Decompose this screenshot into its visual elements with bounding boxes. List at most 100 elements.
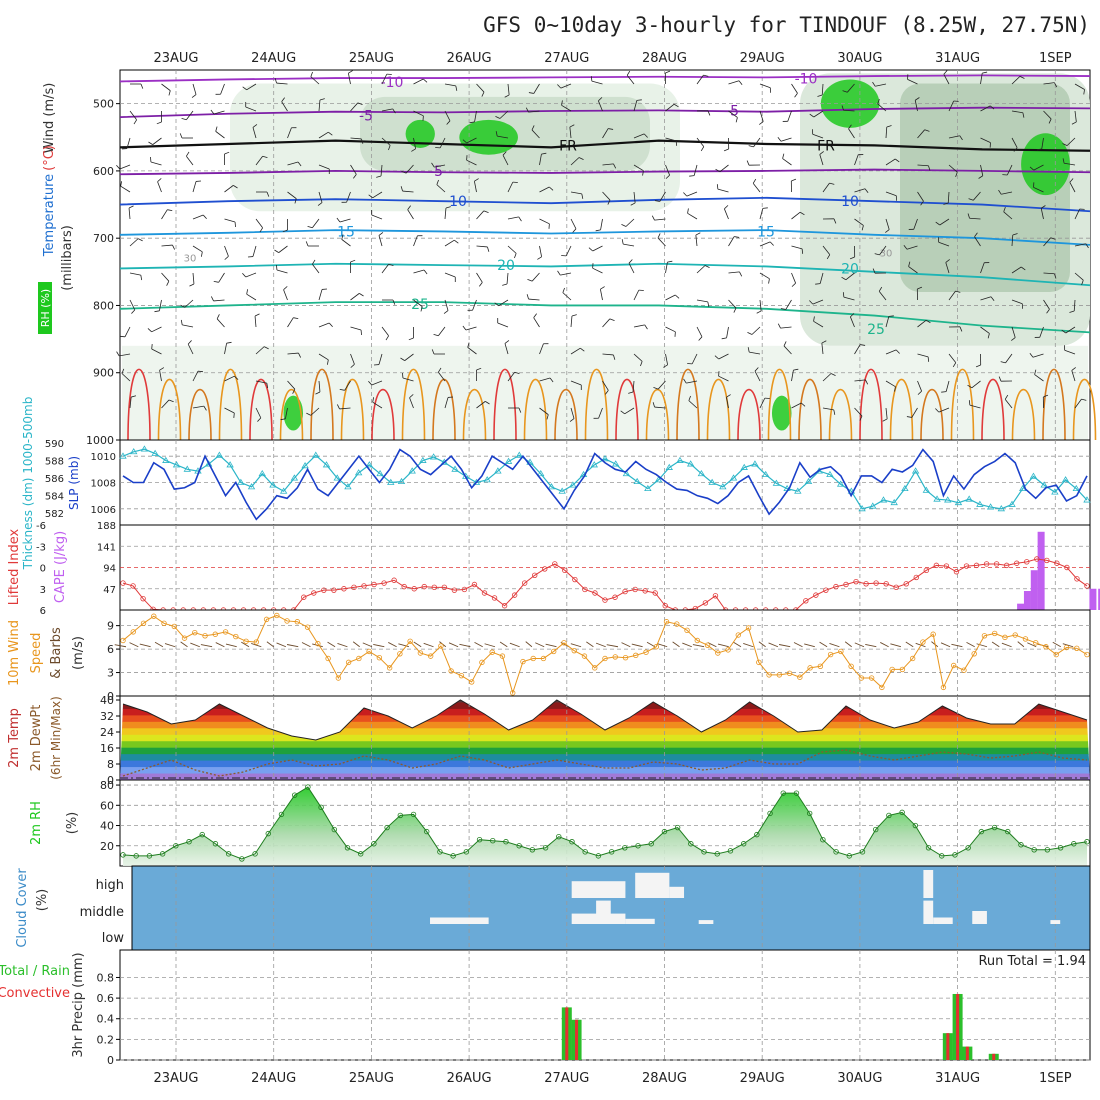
precip-convective-bar xyxy=(992,1053,996,1060)
lifted-index-line-marker xyxy=(1044,557,1050,564)
cloud-block xyxy=(1050,920,1061,924)
wind-barb-10m xyxy=(362,642,373,648)
wind-barb xyxy=(885,316,890,328)
wind-barb xyxy=(129,299,136,311)
wind-barb-10m xyxy=(1017,641,1025,648)
lifted-index-line-marker xyxy=(491,595,498,601)
rh-legend-label: RH (%) xyxy=(39,289,52,327)
wind-barb-flag xyxy=(518,407,522,413)
precip-legend-total: Total / Rain xyxy=(0,964,70,979)
wind-barb-flag xyxy=(687,208,689,214)
cape-tick-label: 141 xyxy=(97,542,116,553)
wind-barb xyxy=(318,131,329,139)
wind-barb-flag xyxy=(935,408,940,413)
warm-contour xyxy=(737,389,761,441)
lifted-index-line-marker xyxy=(652,590,658,596)
wind-barb xyxy=(822,407,834,411)
wind-barb-flag xyxy=(859,415,863,421)
wind-speed-line-marker xyxy=(735,632,742,638)
wind-barb-10m xyxy=(829,642,840,648)
wind-barb-10m xyxy=(890,643,902,648)
wind-speed-line-marker xyxy=(294,619,301,625)
wind-barb xyxy=(350,326,362,331)
wind-speed-line-marker xyxy=(1033,640,1039,646)
isotherm-label: -5 xyxy=(725,103,739,119)
thickness-line-marker xyxy=(622,469,631,477)
y-tick-label: 0 xyxy=(107,690,114,703)
wind-barb xyxy=(129,272,141,276)
wind-barb-flag xyxy=(590,76,593,82)
wind-barb-10m xyxy=(327,641,336,648)
wind-barb xyxy=(287,191,297,199)
wind-barb xyxy=(561,104,572,112)
wind-barb-flag xyxy=(746,160,750,166)
wind-barb xyxy=(945,380,950,392)
thickness-line-marker xyxy=(472,478,481,485)
wind-barb xyxy=(1043,237,1052,247)
wind-barb-flag xyxy=(1034,369,1037,375)
isotherm-label: 10 xyxy=(449,194,467,210)
wind-barb xyxy=(350,164,357,175)
wind-barb-flag xyxy=(595,229,601,232)
wind-barb-flag xyxy=(906,416,912,418)
wind-barb-flag xyxy=(716,184,719,190)
wind-barb xyxy=(696,326,703,337)
y-tick-label: 700 xyxy=(93,232,114,245)
thickness-line-marker xyxy=(1008,500,1016,507)
wind-speed-line-marker xyxy=(1043,644,1049,650)
wind-barb-flag xyxy=(372,397,374,403)
wind-barb xyxy=(686,191,698,197)
wind-barb-10m xyxy=(733,641,742,648)
rh-line-marker xyxy=(1044,847,1051,853)
thickness-line-marker xyxy=(483,476,491,483)
panel-temp_2m: 40 32 24 16 8 0 2m Temp 2m DewPt (6hr Min/Max) xyxy=(7,694,1091,787)
wind-barb xyxy=(278,245,288,253)
isotherm-label: -5 xyxy=(429,164,443,180)
wind-barb xyxy=(633,191,636,203)
wind-barb xyxy=(885,158,896,166)
wind-barb-flag xyxy=(159,367,165,371)
wind-barb xyxy=(665,353,668,365)
wind-speed-line-marker xyxy=(879,684,885,691)
wind-barb-10m xyxy=(951,643,963,648)
isotherm-line xyxy=(119,229,1091,246)
slp-tick-label: 1010 xyxy=(91,452,116,463)
cloud-block xyxy=(933,917,953,924)
thickness-line-marker xyxy=(247,483,256,490)
wind-barb-flag xyxy=(213,281,219,283)
wind-barb xyxy=(626,75,635,85)
wind-barb xyxy=(845,272,855,281)
wind-barb xyxy=(1074,83,1085,90)
wind-barb xyxy=(1064,349,1076,355)
wind-barb-flag xyxy=(242,86,247,91)
wind-speed-line-marker xyxy=(181,635,188,641)
wind-barb xyxy=(213,110,225,115)
wind-speed-line-marker xyxy=(222,629,229,635)
wind-barb xyxy=(759,83,771,89)
wind-barb xyxy=(598,407,603,419)
wind-barb-flag xyxy=(569,124,575,128)
rh-line-marker xyxy=(516,843,522,849)
wind-barb-flag xyxy=(654,200,660,202)
thickness-line-marker xyxy=(290,474,299,481)
wind-barb xyxy=(502,155,509,166)
wind-barb-flag xyxy=(147,328,152,333)
wind-barb xyxy=(312,263,320,274)
rh-line-marker xyxy=(503,839,509,845)
wind-barb-flag xyxy=(799,211,805,216)
wind-barb-flag xyxy=(756,310,762,314)
wind-barb xyxy=(372,401,383,409)
wind-speed-line-marker xyxy=(684,627,690,634)
isotherm-label: FR xyxy=(817,138,835,154)
wind-barb-flag xyxy=(549,186,554,191)
wind-barb xyxy=(1034,374,1044,382)
wind-barb-flag xyxy=(350,259,356,263)
wind-barb xyxy=(938,407,950,413)
bottom-date-label: 31AUG xyxy=(935,1071,980,1086)
wind-barb xyxy=(717,188,729,193)
rh-line-marker xyxy=(1071,841,1077,847)
wind-barb xyxy=(980,105,991,112)
wind-barb-10m xyxy=(484,643,496,648)
wind-barb xyxy=(444,83,456,87)
